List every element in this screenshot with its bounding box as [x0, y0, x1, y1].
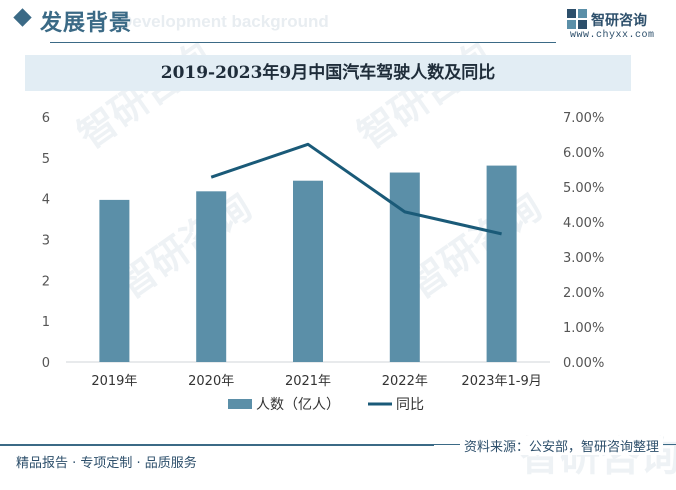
chart-title: 2019-2023年9月中国汽车驾驶人数及同比: [160, 63, 496, 83]
y-right-tick-label: 3.00%: [563, 251, 604, 266]
bar: [486, 165, 517, 362]
legend-swatch-bar: [228, 399, 252, 409]
y-right-tick-label: 6.00%: [563, 146, 604, 161]
y-left-tick-label: 4: [42, 193, 50, 208]
y-left-tick-label: 2: [42, 274, 50, 289]
x-tick-label: 2019年: [91, 374, 137, 389]
brand-logo: 智研咨询 www.chyxx.com: [566, 8, 676, 44]
y-right-tick-label: 1.00%: [563, 321, 604, 336]
combo-chart: 0 1 2 3 4 5 6 0.00% 1.00% 2.00% 3.00% 4.00% 5.00% 6.0…: [42, 111, 605, 413]
x-tick-label: 2020年: [188, 374, 234, 389]
y-left-tick-label: 3: [42, 234, 50, 249]
x-tick-label: 2023年1-9月: [461, 374, 541, 389]
chart-title-bar: 2019-2023年9月中国汽车驾驶人数及同比: [25, 55, 631, 91]
x-tick-label: 2022年: [382, 374, 428, 389]
legend-label-bar: 人数（亿人）: [256, 397, 340, 413]
section-title: 发展背景: [40, 11, 133, 36]
line-series: [210, 142, 502, 236]
footer-slogan: 精品报告 · 专项定制 · 品质服务: [16, 456, 197, 471]
diamond-icon: [13, 8, 32, 27]
y-left-tick-label: 0: [42, 356, 50, 371]
y-left-tick-label: 6: [42, 111, 50, 126]
logo-icon: [567, 9, 587, 29]
y-left-tick-label: 1: [42, 315, 50, 330]
bar: [99, 199, 130, 362]
y-right-tick-label: 7.00%: [563, 111, 604, 126]
x-tick-label: 2021年: [285, 374, 331, 389]
data-source: 资料来源：公安部，智研咨询整理: [460, 436, 664, 455]
y-right-tick-label: 2.00%: [563, 286, 604, 301]
y-right-tick-label: 0.00%: [563, 356, 604, 371]
bar: [293, 180, 323, 362]
bar: [389, 172, 420, 362]
legend-label-line: 同比: [396, 397, 424, 413]
page-header: Development background 发展背景 智研咨询 www.chy…: [0, 0, 676, 44]
logo-url: www.chyxx.com: [570, 30, 655, 41]
logo-name: 智研咨询: [591, 13, 647, 29]
header-watermark-subtitle: Development background: [120, 12, 329, 31]
y-left-tick-label: 5: [42, 152, 50, 167]
header-divider: [50, 42, 556, 43]
y-right-tick-label: 4.00%: [563, 216, 604, 231]
y-right-tick-label: 5.00%: [563, 181, 604, 196]
footer-divider: [0, 444, 434, 446]
bar: [196, 191, 227, 362]
